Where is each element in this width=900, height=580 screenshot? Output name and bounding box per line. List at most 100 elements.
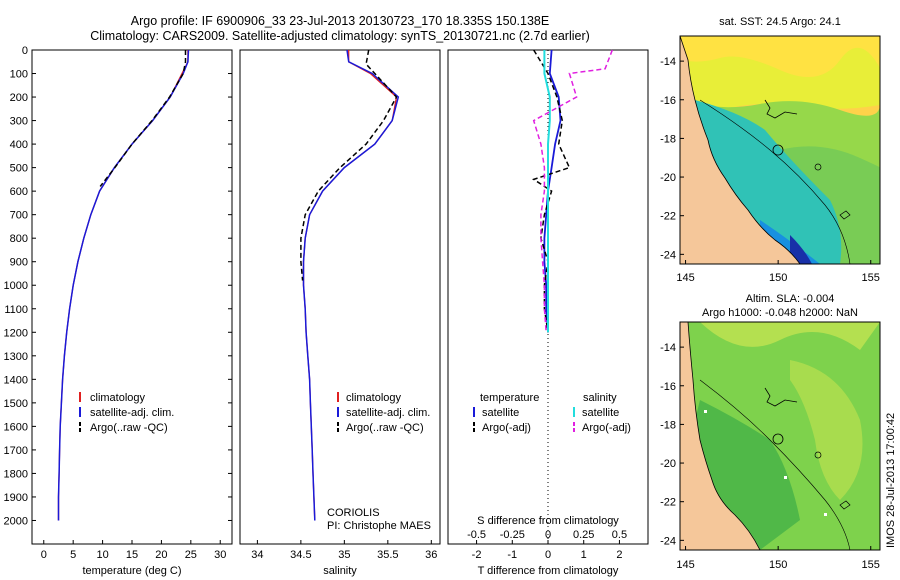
argo-float-marker [772, 433, 784, 445]
x-tick-label: 1 [581, 549, 587, 561]
x-tick-label: 0 [41, 549, 47, 561]
sst-band-yellowgreen [680, 47, 880, 114]
depth-tick-label: 200 [10, 92, 28, 104]
salinity-axes-box [239, 49, 441, 545]
lat-tick-label: -16 [660, 381, 676, 393]
x-tick-label: 0 [545, 549, 551, 561]
sla-point [784, 476, 787, 479]
s-difference-label: S difference from climatology [477, 515, 619, 527]
legend-argo-label: Argo(..raw -QC) [346, 422, 424, 434]
sst-map-lon-ticks: 145 150 155 [676, 260, 880, 284]
lat-tick-label: -24 [660, 249, 676, 261]
difference-panel: temperature salinity satellite Argo(-adj… [447, 49, 649, 577]
lat-tick-label: -14 [660, 342, 676, 354]
lon-tick-label: 150 [769, 559, 787, 571]
x-tick-label: 34.5 [290, 549, 311, 561]
sst-reef-outline [764, 99, 798, 119]
sla-islet [814, 451, 822, 459]
x-tick-label: -1 [507, 549, 517, 561]
sla-map-frame [679, 321, 881, 551]
depth-tick-label: 700 [10, 210, 28, 222]
lon-tick-label: 145 [676, 559, 694, 571]
sst-shelf-darkblue [790, 235, 812, 264]
x-tick-label: -0.5 [467, 529, 486, 541]
x-tick-label: 36 [425, 549, 437, 561]
lat-tick-label: -16 [660, 95, 676, 107]
x-tick-label: 15 [126, 549, 138, 561]
pi-label: PI: Christophe MAES [327, 520, 431, 532]
sst-land [680, 36, 801, 264]
lon-tick-label: 155 [862, 272, 880, 284]
legend-temperature-title: temperature [480, 392, 539, 404]
lat-tick-label: -18 [660, 133, 676, 145]
x-tick-label: 0.25 [573, 529, 594, 541]
x-tick-label: 5 [70, 549, 76, 561]
legend-climatology-label: climatology [90, 392, 146, 404]
lat-tick-label: -22 [660, 211, 676, 223]
lat-tick-label: -22 [660, 497, 676, 509]
sst-map-lat-ticks: -14 -16 -18 -20 -22 -24 [660, 56, 684, 261]
depth-tick-label: 1700 [4, 445, 28, 457]
depth-tick-label: 1900 [4, 492, 28, 504]
sla-map-lat-ticks: -14 -16 -18 -20 -22 -24 [660, 342, 684, 547]
difference-lines [531, 49, 614, 333]
x-tick-label: 0.5 [612, 529, 627, 541]
legend-temp-satellite-label: satellite [482, 407, 519, 419]
sst-islet [839, 210, 851, 220]
sst-isobath [699, 99, 851, 264]
sla-patch-light [790, 360, 863, 500]
legend-argo-label: Argo(..raw -QC) [90, 422, 168, 434]
depth-tick-label: 0 [22, 45, 28, 57]
depth-tick-label: 900 [10, 257, 28, 269]
salinity-x-label: salinity [323, 565, 357, 577]
sla-land [680, 322, 761, 550]
depth-tick-label: 1100 [4, 304, 28, 316]
title-line-1: Argo profile: IF 6900906_33 23-Jul-2013 … [130, 14, 550, 28]
difference-legend: temperature salinity satellite Argo(-adj… [473, 392, 631, 434]
depth-tick-label: 1600 [4, 421, 28, 433]
x-tick-label: 35 [338, 549, 350, 561]
depth-tick-label: 400 [10, 139, 28, 151]
sla-map-title-1: Altim. SLA: -0.004 [746, 293, 835, 305]
x-tick-label: -2 [472, 549, 482, 561]
legend-salinity-title: salinity [583, 392, 617, 404]
depth-tick-label: 2000 [4, 515, 28, 527]
series-line-argo-raw-qc- [300, 49, 398, 281]
lat-tick-label: -24 [660, 535, 676, 547]
x-tick-label: 30 [214, 549, 226, 561]
legend-satellite-label: satellite-adj. clim. [90, 407, 174, 419]
sla-reef-outline [764, 387, 798, 407]
depth-tick-label: 600 [10, 186, 28, 198]
temperature-lines [57, 49, 190, 521]
s-difference-ticks: -0.5 -0.25 0 0.25 0.5 [467, 529, 627, 541]
temperature-axes-box [31, 49, 233, 545]
data-centre-label: CORIOLIS [327, 507, 380, 519]
salinity-x-ticks: 34 34.5 35 35.5 36 [251, 540, 437, 561]
depth-tick-label: 800 [10, 233, 28, 245]
lon-tick-label: 155 [862, 559, 880, 571]
timestamp-stamp: IMOS 28-Jul-2013 17:00:42 [885, 412, 897, 548]
sla-map-title-2: Argo h1000: -0.048 h2000: NaN [702, 307, 858, 319]
x-tick-label: -0.25 [500, 529, 525, 541]
sla-map-lon-ticks: 145 150 155 [676, 546, 880, 571]
salinity-legend: climatology satellite-adj. clim. Argo(..… [337, 392, 430, 434]
t-difference-label: T difference from climatology [478, 565, 619, 577]
sla-islet [839, 500, 851, 510]
temperature-panel: 0100200300400500600700800900100011001200… [4, 45, 648, 577]
sla-map: Altim. SLA: -0.004 Argo h1000: -0.048 h2… [660, 293, 881, 571]
sst-shelf-cyan [695, 100, 842, 264]
argo-float-marker [772, 144, 784, 156]
sst-map-frame [679, 35, 881, 265]
lon-tick-label: 145 [676, 272, 694, 284]
sla-point [824, 513, 827, 516]
figure-title: Argo profile: IF 6900906_33 23-Jul-2013 … [0, 14, 680, 44]
t-difference-ticks: -2 -1 0 1 2 [472, 540, 622, 561]
depth-tick-label: 500 [10, 163, 28, 175]
x-tick-label: 0 [545, 529, 551, 541]
sst-map: sat. SST: 24.5 Argo: 24.1 -14 -16 -18 -20 -2… [660, 16, 881, 284]
temperature-x-label: temperature (deg C) [82, 565, 181, 577]
legend-sal-argo-label: Argo(-adj) [582, 422, 631, 434]
lat-tick-label: -18 [660, 419, 676, 431]
legend-temp-argo-label: Argo(-adj) [482, 422, 531, 434]
